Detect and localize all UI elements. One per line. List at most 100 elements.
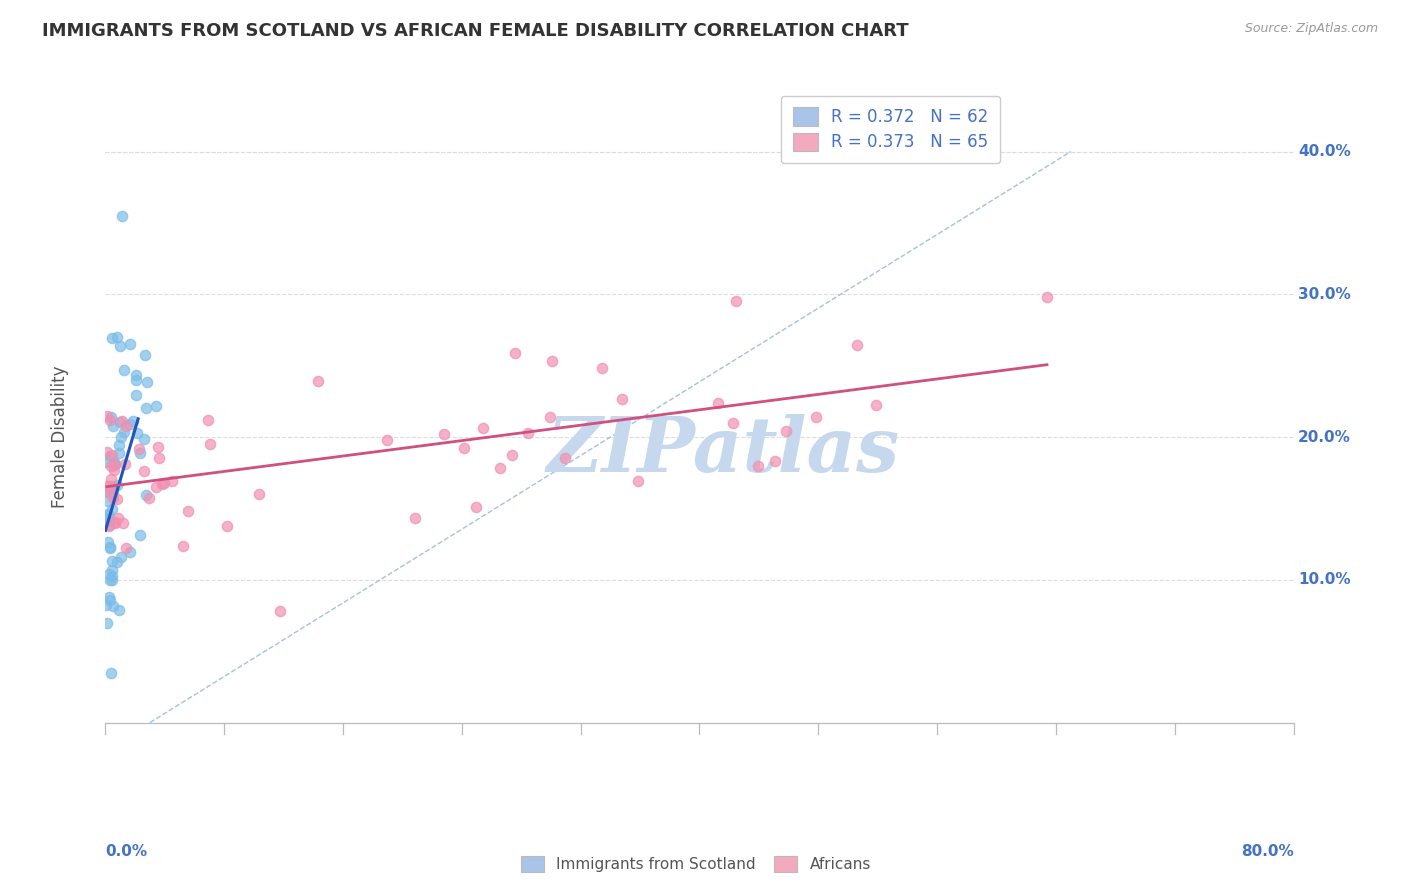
Point <box>135 488 157 502</box>
Point <box>725 294 748 309</box>
Point <box>120 545 142 559</box>
Point <box>110 415 132 429</box>
Point <box>307 374 329 388</box>
Point <box>97 518 120 533</box>
Point <box>96 445 118 459</box>
Point <box>100 472 122 486</box>
Point <box>98 412 121 426</box>
Point <box>627 474 650 488</box>
Point <box>104 516 127 530</box>
Point <box>148 450 170 465</box>
Point <box>100 502 122 516</box>
Text: 40.0%: 40.0% <box>1298 145 1351 159</box>
Point <box>610 392 633 407</box>
Point <box>100 665 122 680</box>
Point <box>98 540 121 554</box>
Point <box>135 376 157 390</box>
Point <box>104 516 127 530</box>
Point <box>108 438 131 452</box>
Point <box>146 440 169 454</box>
Point <box>269 604 291 618</box>
Point <box>375 433 398 447</box>
Point <box>100 458 122 473</box>
Point <box>122 414 145 428</box>
Text: 10.0%: 10.0% <box>1298 573 1351 587</box>
Point <box>101 491 124 505</box>
Point <box>845 338 868 352</box>
Point <box>541 354 564 368</box>
Point <box>100 553 122 567</box>
Point <box>125 425 148 440</box>
Point <box>177 503 200 517</box>
Point <box>592 361 614 376</box>
Point <box>865 398 887 412</box>
Text: 20.0%: 20.0% <box>1298 430 1351 444</box>
Point <box>114 541 136 556</box>
Point <box>198 437 221 451</box>
Text: ZIPatlas: ZIPatlas <box>547 415 900 488</box>
Point <box>747 458 769 473</box>
Point <box>103 462 125 476</box>
Point <box>763 453 786 467</box>
Point <box>101 331 124 345</box>
Point <box>132 432 155 446</box>
Point <box>215 518 238 533</box>
Point <box>101 569 124 583</box>
Point <box>97 484 120 499</box>
Text: Source: ZipAtlas.com: Source: ZipAtlas.com <box>1244 22 1378 36</box>
Point <box>97 519 120 533</box>
Point <box>112 363 135 377</box>
Point <box>101 563 124 577</box>
Point <box>98 566 121 581</box>
Point <box>145 480 167 494</box>
Point <box>404 511 426 525</box>
Point <box>152 477 174 491</box>
Point <box>110 550 132 565</box>
Point <box>105 555 128 569</box>
Point <box>453 441 475 455</box>
Point <box>114 457 136 471</box>
Point <box>97 513 120 527</box>
Point <box>97 508 120 522</box>
Point <box>105 478 128 492</box>
Point <box>128 528 150 542</box>
Point <box>100 409 122 424</box>
Point <box>103 599 125 614</box>
Point <box>96 455 118 469</box>
Legend: R = 0.372   N = 62, R = 0.373   N = 65: R = 0.372 N = 62, R = 0.373 N = 65 <box>782 95 1000 163</box>
Point <box>197 413 219 427</box>
Point <box>98 449 121 463</box>
Point <box>517 426 540 441</box>
Point <box>103 458 125 472</box>
Point <box>153 476 176 491</box>
Point <box>554 451 576 466</box>
Legend: Immigrants from Scotland, Africans: Immigrants from Scotland, Africans <box>513 848 879 880</box>
Text: IMMIGRANTS FROM SCOTLAND VS AFRICAN FEMALE DISABILITY CORRELATION CHART: IMMIGRANTS FROM SCOTLAND VS AFRICAN FEMA… <box>42 22 908 40</box>
Point <box>172 539 194 553</box>
Point <box>108 339 131 353</box>
Point <box>501 448 523 462</box>
Point <box>98 479 121 493</box>
Point <box>96 598 118 612</box>
Point <box>247 487 270 501</box>
Point <box>128 442 150 456</box>
Point <box>101 481 124 495</box>
Point <box>98 593 121 607</box>
Point <box>100 448 122 462</box>
Point <box>115 419 138 434</box>
Point <box>97 591 120 605</box>
Point <box>100 541 122 555</box>
Point <box>471 421 494 435</box>
Point <box>111 209 134 223</box>
Point <box>125 388 148 402</box>
Point <box>96 615 118 630</box>
Point <box>110 430 132 444</box>
Point <box>103 480 125 494</box>
Point <box>134 348 156 362</box>
Point <box>538 410 561 425</box>
Point <box>111 516 134 531</box>
Point <box>489 461 512 475</box>
Point <box>107 603 129 617</box>
Point <box>111 414 134 428</box>
Point <box>125 368 148 382</box>
